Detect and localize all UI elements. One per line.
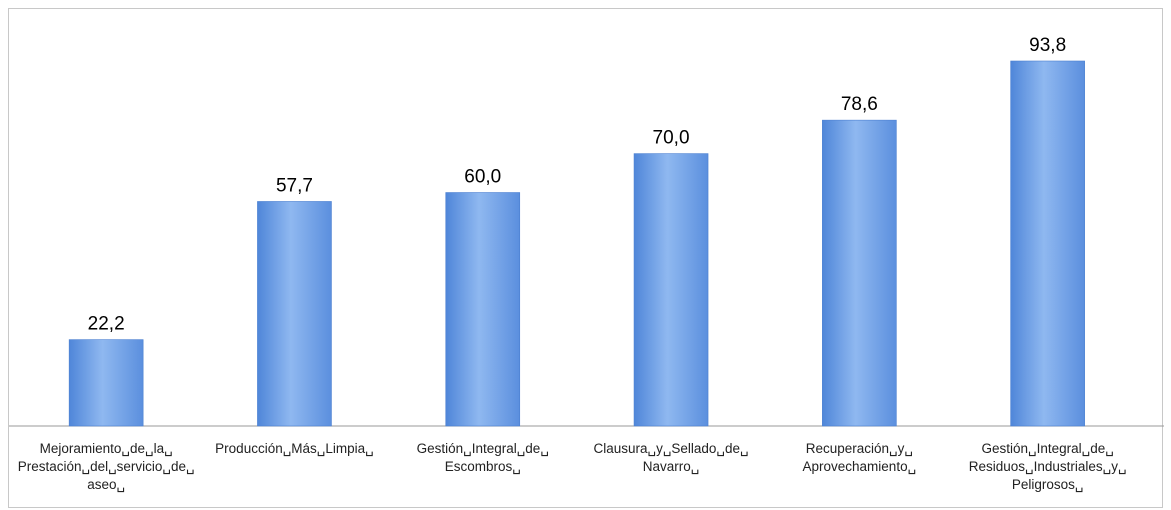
bar-5 bbox=[822, 119, 897, 427]
data-label-3: 60,0 bbox=[464, 167, 501, 188]
category-label-6: Gestión␣Integral␣de␣ Residuos␣Industriale… bbox=[948, 440, 1148, 494]
category-label-5: Recuperación␣y␣ Aprovechamiento␣ bbox=[759, 440, 959, 476]
category-label-line: Mejoramiento␣de␣la␣ bbox=[39, 441, 173, 456]
data-label-4: 70,0 bbox=[653, 128, 690, 149]
chart-frame: 22,2 57,7 60,0 70,0 78,6 93,8 Mejoramiento␣de… bbox=[6, 8, 1164, 508]
category-label-2: Producción␣Más␣Limpia␣ bbox=[194, 440, 394, 458]
category-label-line: Aprovechamiento␣ bbox=[802, 459, 917, 474]
category-label-line: Clausura␣y␣Sellado␣de␣ bbox=[593, 441, 749, 456]
category-label-line: Navarro␣ bbox=[642, 459, 700, 474]
data-label-5: 78,6 bbox=[841, 94, 878, 115]
category-label-line: Producción␣Más␣Limpia␣ bbox=[215, 441, 374, 456]
bar-1 bbox=[68, 339, 144, 427]
category-label-3: Gestión␣Integral␣de␣ Escombros␣ bbox=[383, 440, 583, 476]
category-label-line: Recuperación␣y␣ bbox=[805, 441, 913, 456]
category-label-line: Residuos␣Industriales␣y␣ bbox=[968, 459, 1127, 474]
category-label-1: Mejoramiento␣de␣la␣ Prestación␣del␣servic… bbox=[6, 440, 206, 494]
category-label-line: aseo␣ bbox=[87, 477, 126, 492]
category-label-4: Clausura␣y␣Sellado␣de␣ Navarro␣ bbox=[571, 440, 771, 476]
bar-6 bbox=[1010, 60, 1085, 427]
data-label-6: 93,8 bbox=[1029, 35, 1066, 56]
data-label-2: 57,7 bbox=[276, 175, 313, 196]
category-label-line: Gestión␣Integral␣de␣ bbox=[981, 441, 1114, 456]
bar-4 bbox=[633, 153, 709, 427]
bar-3 bbox=[445, 192, 521, 427]
data-label-1: 22,2 bbox=[88, 314, 125, 335]
category-label-line: Peligrosos␣ bbox=[1011, 477, 1084, 492]
category-label-line: Gestión␣Integral␣de␣ bbox=[416, 441, 549, 456]
category-label-line: Escombros␣ bbox=[444, 459, 521, 474]
bar-2 bbox=[257, 201, 332, 427]
category-label-line: Prestación␣del␣servicio␣de␣ bbox=[17, 459, 195, 474]
bar-chart: 22,2 57,7 60,0 70,0 78,6 93,8 bbox=[9, 35, 1164, 427]
